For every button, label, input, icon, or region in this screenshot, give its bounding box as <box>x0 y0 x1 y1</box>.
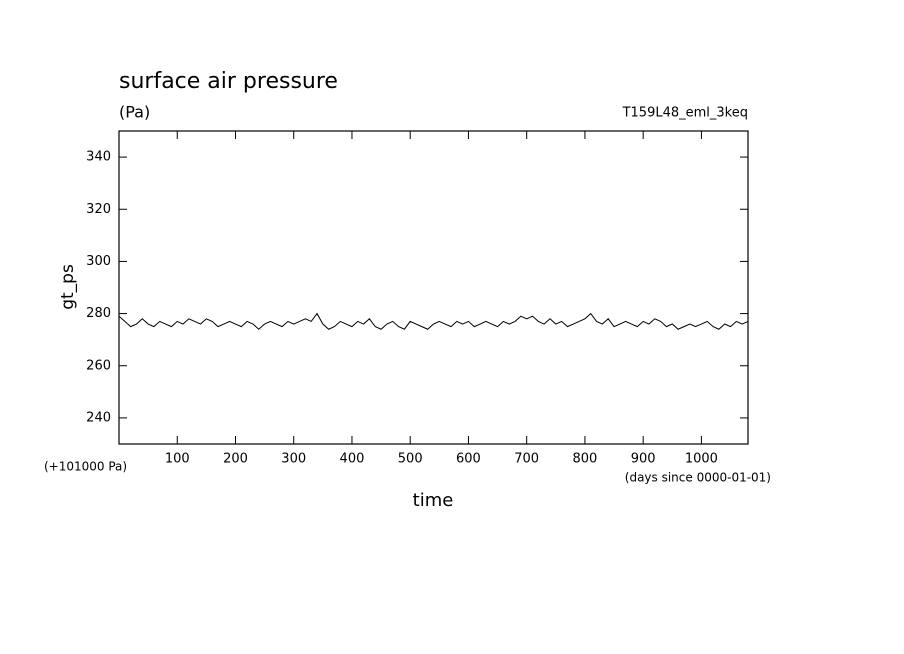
run-label: T159L48_eml_3keq <box>622 106 748 121</box>
x-axis-label: time <box>413 490 454 511</box>
x-tick-label: 200 <box>223 452 248 467</box>
x-unit-label: (days since 0000-01-01) <box>625 471 771 485</box>
y-offset-label: (+101000 Pa) <box>44 460 127 474</box>
x-tick-label: 600 <box>456 452 481 467</box>
y-axis-label: gt_ps <box>58 264 78 310</box>
data-line <box>118 312 749 330</box>
chart-subtitle: (Pa) <box>119 103 150 122</box>
y-tick-label: 240 <box>86 410 111 425</box>
y-tick-label: 300 <box>86 254 111 269</box>
x-tick-label: 400 <box>340 452 365 467</box>
x-tick-label: 1000 <box>685 452 718 467</box>
y-tick-label: 320 <box>86 202 111 217</box>
chart-title: surface air pressure <box>119 69 338 94</box>
y-tick-label: 260 <box>86 358 111 373</box>
x-tick-label: 700 <box>514 452 539 467</box>
x-tick-label: 500 <box>398 452 423 467</box>
y-tick-label: 280 <box>86 306 111 321</box>
y-tick-label: 340 <box>86 150 111 165</box>
x-tick-label: 900 <box>631 452 656 467</box>
x-tick-label: 100 <box>165 452 190 467</box>
plot-frame <box>118 130 749 445</box>
x-tick-label: 300 <box>281 452 306 467</box>
x-tick-label: 800 <box>573 452 598 467</box>
